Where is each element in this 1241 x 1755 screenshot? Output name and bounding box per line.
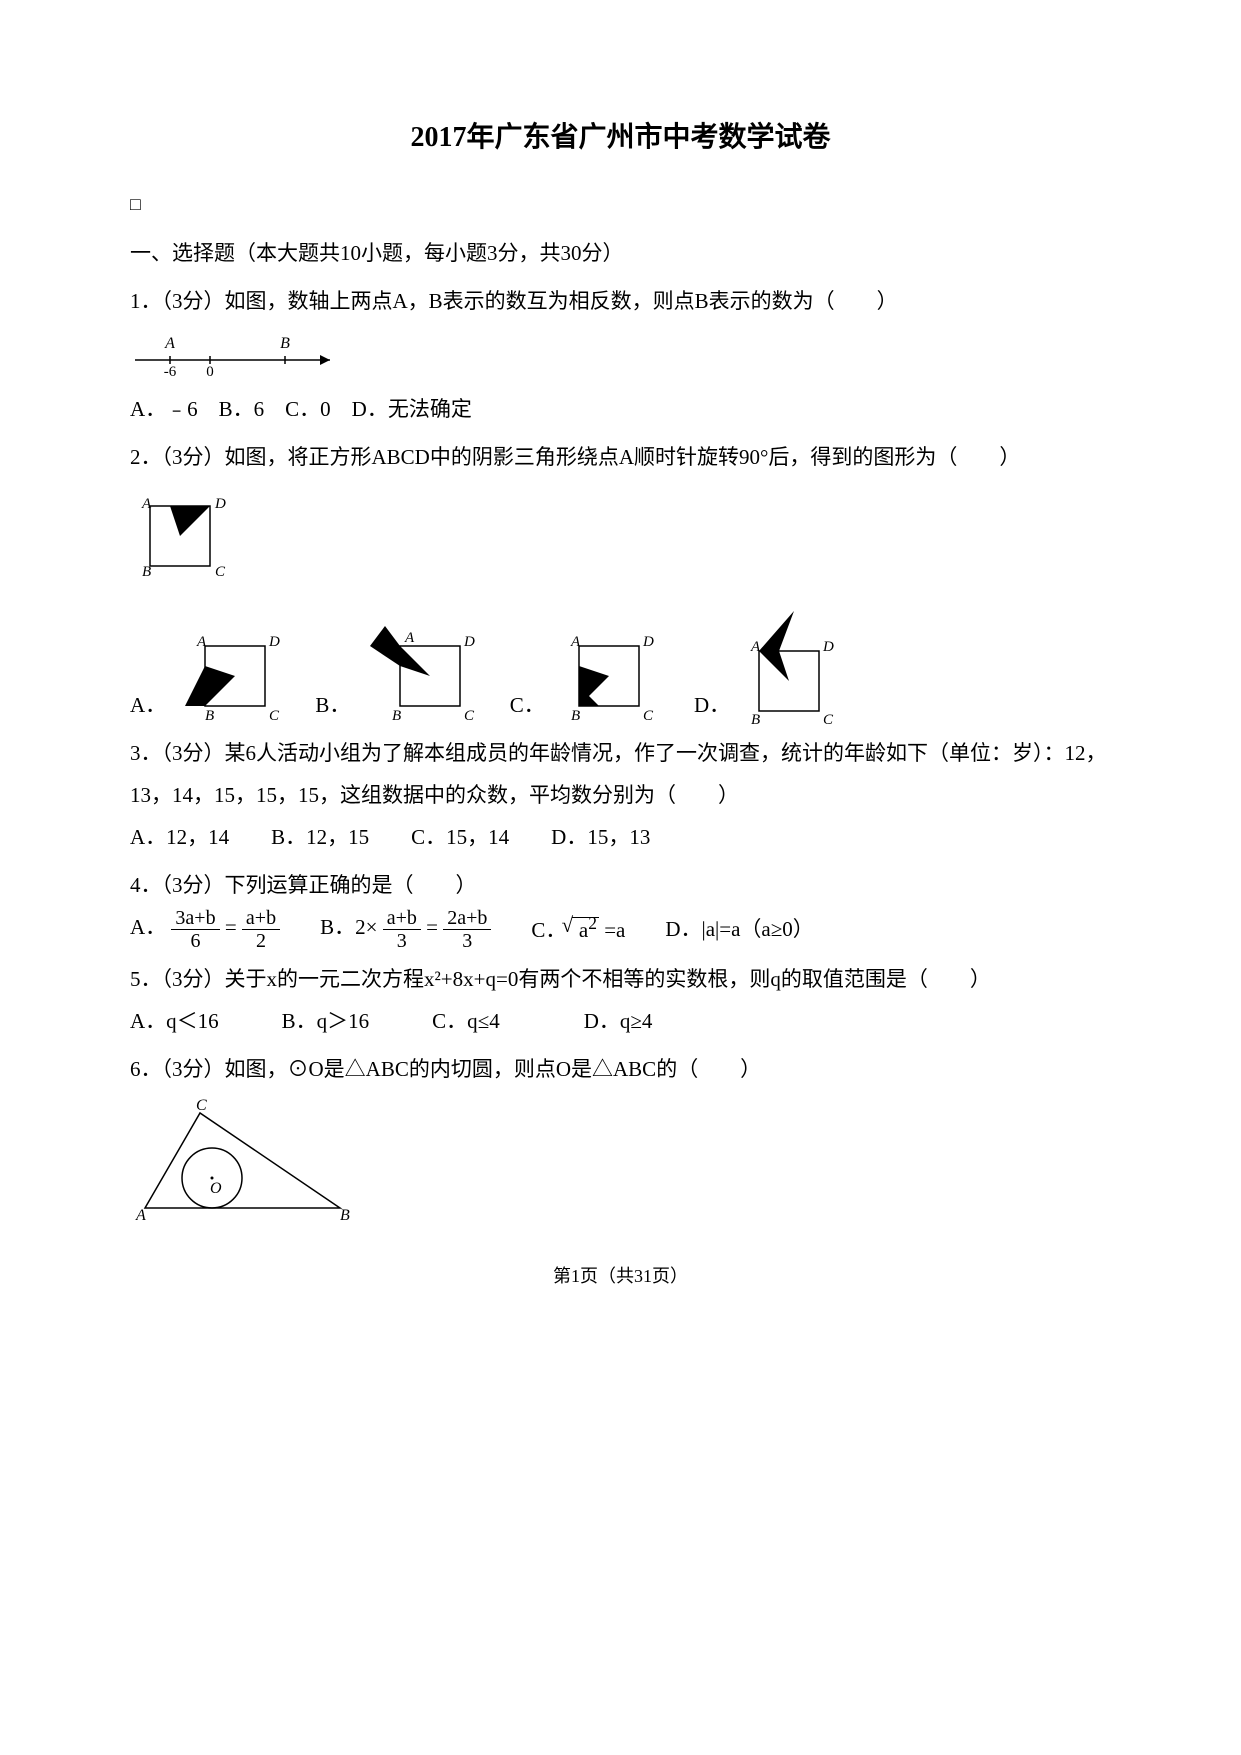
question-5-text: 5．（3分）关于x的一元二次方程x²+8x+q=0有两个不相等的实数根，则q的取… (130, 958, 1111, 1000)
question-5: 5．（3分）关于x的一元二次方程x²+8x+q=0有两个不相等的实数根，则q的取… (130, 958, 1111, 1042)
numline-neg6: -6 (164, 364, 177, 380)
svg-text:C: C (196, 1098, 207, 1114)
question-4: 4．（3分）下列运算正确的是（ ） A． 3a+b6 = a+b2 B．2× a… (130, 864, 1111, 952)
svg-text:A: A (141, 496, 152, 512)
svg-text:C: C (215, 564, 226, 580)
svg-text:B: B (142, 564, 151, 580)
q6-incircle-diagram: A B C O (130, 1098, 1111, 1228)
question-2-options: A． A D B C B． (130, 606, 1111, 726)
svg-text:B: B (571, 708, 580, 724)
svg-text:D: D (822, 639, 834, 655)
page-footer: 第1页（共31页） (130, 1258, 1111, 1294)
svg-text:D: D (214, 496, 226, 512)
exam-page: 2017年广东省广州市中考数学试卷 □ 一、选择题（本大题共10小题，每小题3分… (0, 0, 1241, 1334)
svg-text:D: D (463, 634, 475, 650)
numline-zero: 0 (206, 364, 214, 380)
svg-text:B: B (340, 1207, 350, 1224)
svg-text:C: C (643, 708, 654, 724)
page-title: 2017年广东省广州市中考数学试卷 (130, 110, 1111, 166)
q4-option-b: B．2× a+b3 = 2a+b3 (320, 906, 491, 952)
svg-text:D: D (268, 634, 280, 650)
question-5-options: A．q＜16 B．q＞16 C．q≤4 D．q≥4 (130, 1000, 1111, 1042)
q2-option-d: D． A D B C (694, 606, 849, 726)
svg-text:C: C (464, 708, 475, 724)
q4-option-a: A． 3a+b6 = a+b2 (130, 906, 280, 952)
question-3-options: A．12，14 B．12，15 C．15，14 D．15，13 (130, 816, 1111, 858)
q2-option-a: A． A D B C (130, 616, 285, 726)
question-4-text: 4．（3分）下列运算正确的是（ ） (130, 864, 1111, 906)
svg-text:A: A (135, 1207, 146, 1224)
svg-text:C: C (269, 708, 280, 724)
svg-text:A: A (750, 639, 761, 655)
section-1-header: 一、选择题（本大题共10小题，每小题3分，共30分） (130, 232, 1111, 274)
svg-text:B: B (205, 708, 214, 724)
question-6-text: 6．（3分）如图，⊙O是△ABC的内切圆，则点O是△ABC的（ ） (130, 1048, 1111, 1090)
svg-text:B: B (392, 708, 401, 724)
svg-text:A: A (196, 634, 207, 650)
question-4-options: A． 3a+b6 = a+b2 B．2× a+b3 = 2a+b3 C． a2 … (130, 906, 1111, 952)
q2-option-c: C． A D B C (510, 616, 664, 726)
question-1-text: 1．（3分）如图，数轴上两点A，B表示的数互为相反数，则点B表示的数为（ ） (130, 280, 1111, 322)
q2-main-square: A D B C (130, 486, 1111, 586)
question-1: 1．（3分）如图，数轴上两点A，B表示的数互为相反数，则点B表示的数为（ ） A… (130, 280, 1111, 430)
numline-B: B (280, 335, 290, 352)
q4-option-c: C． a2 √ =a (531, 906, 625, 951)
numline-A: A (164, 335, 175, 352)
svg-text:B: B (751, 712, 760, 726)
question-3: 3．（3分）某6人活动小组为了解本组成员的年龄情况，作了一次调查，统计的年龄如下… (130, 732, 1111, 858)
placeholder-box: □ (130, 186, 1111, 222)
q1-number-line: A B -6 0 (130, 330, 1111, 380)
svg-text:A: A (404, 630, 415, 646)
svg-text:C: C (823, 712, 834, 726)
question-2: 2．（3分）如图，将正方形ABCD中的阴影三角形绕点A顺时针旋转90°后，得到的… (130, 436, 1111, 726)
question-1-options: A．﹣6 B．6 C．0 D．无法确定 (130, 388, 1111, 430)
question-6: 6．（3分）如图，⊙O是△ABC的内切圆，则点O是△ABC的（ ） A B C … (130, 1048, 1111, 1228)
svg-text:A: A (570, 634, 581, 650)
q2-option-b: B． A D B C (315, 616, 479, 726)
question-3-text: 3．（3分）某6人活动小组为了解本组成员的年龄情况，作了一次调查，统计的年龄如下… (130, 732, 1111, 816)
svg-text:O: O (210, 1180, 222, 1197)
svg-text:D: D (642, 634, 654, 650)
q4-option-d: D．|a|=a（a≥0） (665, 908, 813, 950)
question-2-text: 2．（3分）如图，将正方形ABCD中的阴影三角形绕点A顺时针旋转90°后，得到的… (130, 436, 1111, 478)
